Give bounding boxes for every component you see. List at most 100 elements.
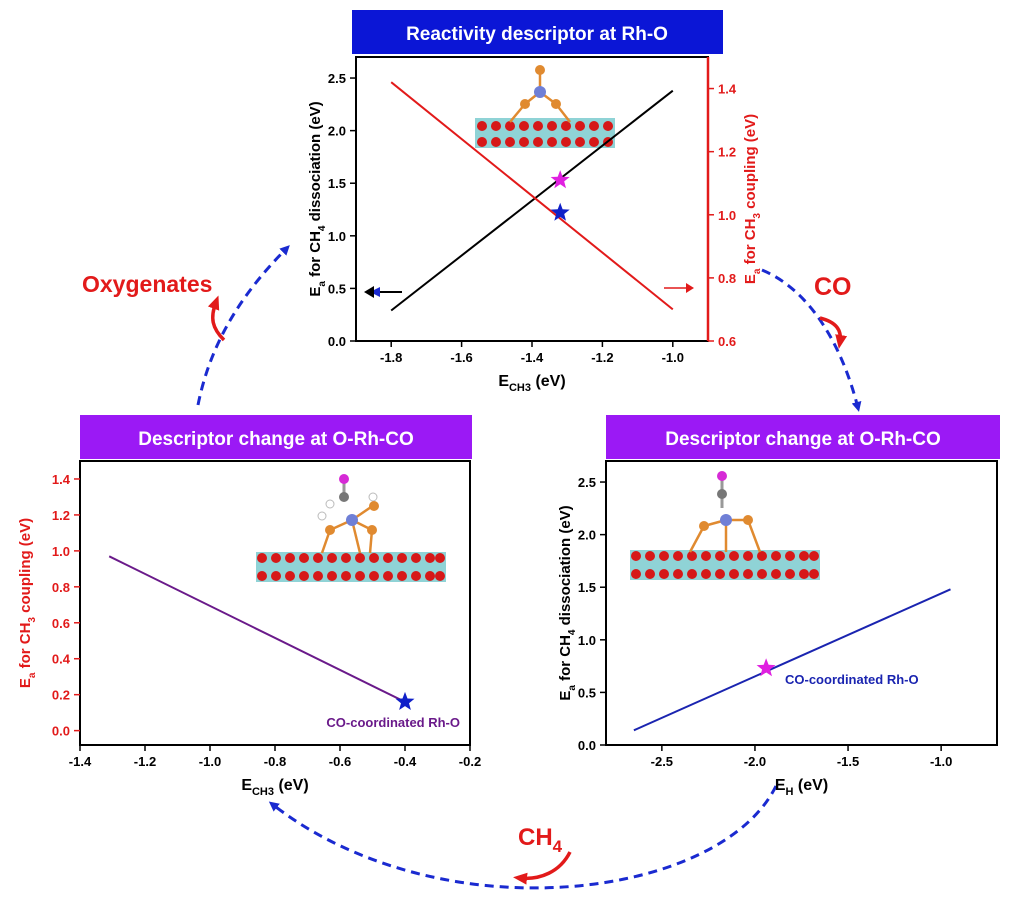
x-axis-label: EH (eV) — [775, 777, 828, 798]
surface-oxygen-atoms — [257, 553, 445, 581]
y-tick-label: 0.0 — [52, 724, 70, 739]
atom-co-c — [717, 489, 727, 499]
ch4-label-sub: 4 — [553, 837, 563, 856]
ch4-label: CH4 — [518, 824, 563, 856]
co-red-arrow — [819, 316, 848, 349]
atom-o-right — [743, 515, 753, 525]
x-tick-label: -1.2 — [134, 754, 156, 769]
atom-left — [520, 99, 530, 109]
annotation-co-coordinated: CO-coordinated Rh-O — [326, 715, 460, 730]
star-marker — [395, 691, 415, 710]
atom-h3 — [368, 492, 378, 502]
oxygenates-red-arrow — [207, 295, 226, 342]
atom-o-left — [699, 521, 709, 531]
x-tick-label: -1.8 — [380, 350, 402, 365]
rh-o-surface-structure-image — [475, 65, 615, 148]
y-tick-label: 0.5 — [578, 685, 596, 700]
series-line-left — [633, 588, 951, 732]
chart-left-title: Descriptor change at O-Rh-CO — [138, 429, 414, 450]
chart-left-title-bar — [80, 415, 472, 459]
chart-left-o-rh-co: Descriptor change at O-Rh-CO -1.4 -1.2 -1.… — [17, 415, 481, 798]
y-tick-label: 0.2 — [52, 688, 70, 703]
y-tick-label: 0.0 — [328, 334, 346, 349]
cycle-arrow-co — [761, 268, 862, 412]
y-tick-label: 0.4 — [52, 652, 71, 667]
y2-tick-label: 0.6 — [718, 334, 736, 349]
x-tick-label: -1.2 — [591, 350, 613, 365]
y-axis-label: Ea for CH3 coupling (eV) — [17, 518, 38, 688]
y2-tick-label: 1.4 — [718, 82, 737, 97]
atom-o-right2 — [367, 525, 377, 535]
o-rh-co-ch3-structure-image — [256, 474, 446, 582]
y-tick-label: 2.5 — [578, 475, 596, 490]
y-tick-label: 1.5 — [328, 176, 346, 191]
x-tick-label: -0.4 — [394, 754, 417, 769]
star-marker — [550, 170, 570, 189]
star-marker — [756, 658, 776, 677]
series-line-left — [108, 555, 406, 703]
atom-right — [551, 99, 561, 109]
x-axis-label: ECH3 (eV) — [241, 777, 308, 798]
x-tick-label: -1.4 — [69, 754, 92, 769]
chart-right-title: Descriptor change at O-Rh-CO — [665, 429, 941, 450]
star-marker — [550, 202, 570, 221]
y-tick-label: 1.0 — [328, 229, 346, 244]
atom-co-c — [339, 492, 349, 502]
y-tick-label: 1.2 — [52, 508, 70, 523]
y-tick-label: 2.0 — [328, 124, 346, 139]
x-tick-label: -0.8 — [264, 754, 286, 769]
atom-top — [535, 65, 545, 75]
chart-top-title: Reactivity descriptor at Rh-O — [406, 24, 668, 45]
y-tick-label: 0.0 — [578, 738, 596, 753]
atom-co-o — [339, 474, 349, 484]
y-axis-label: Ea for CH4 dissociation (eV) — [557, 505, 578, 700]
surface-oxygen-atoms — [477, 121, 613, 147]
chart-top-rh-o: Reactivity descriptor at Rh-O -1.8 -1.6 -1… — [307, 10, 763, 394]
x-tick-label: -1.4 — [521, 350, 544, 365]
x-tick-label: -1.0 — [662, 350, 684, 365]
left-axis-pointer-head — [364, 286, 374, 298]
ch4-label-main: CH — [518, 824, 553, 851]
y-tick-label: 1.5 — [578, 580, 596, 595]
chart-right-o-rh-co: Descriptor change at O-Rh-CO -2.5 -2.0 -1.… — [557, 415, 1000, 798]
right-axis-pointer-head — [686, 283, 694, 293]
atom-h2 — [317, 511, 327, 521]
x-tick-label: -0.2 — [459, 754, 481, 769]
y-tick-label: 1.4 — [52, 472, 71, 487]
y-tick-label: 0.5 — [328, 281, 346, 296]
o-rh-co-h-structure-image — [630, 471, 820, 580]
x-tick-label: -1.0 — [930, 754, 952, 769]
y-axis-label: Ea for CH4 dissociation (eV) — [307, 101, 328, 296]
y-tick-label: 1.0 — [52, 544, 70, 559]
surface-oxygen-atoms — [631, 551, 819, 579]
cycle-arrow-ch4 — [268, 785, 778, 890]
series-line-left — [390, 89, 674, 312]
oxygenates-label: Oxygenates — [82, 271, 212, 297]
atom-rh — [346, 514, 358, 526]
y2-tick-label: 1.2 — [718, 145, 736, 160]
y-tick-label: 1.0 — [578, 633, 596, 648]
co-label: CO — [814, 273, 852, 301]
y2-tick-label: 0.8 — [718, 271, 736, 286]
cycle-arrow-oxygenates — [196, 245, 290, 406]
ch4-red-arrow — [513, 851, 572, 885]
chart-right-title-bar — [606, 415, 1000, 459]
y2-axis-label: Ea for CH3 coupling (eV) — [742, 114, 763, 284]
x-tick-label: -1.6 — [450, 350, 472, 365]
x-tick-label: -1.0 — [199, 754, 221, 769]
x-axis-label: ECH3 (eV) — [498, 373, 565, 394]
atom-o-right — [369, 501, 379, 511]
y-tick-label: 0.6 — [52, 616, 70, 631]
annotation-co-coordinated: CO-coordinated Rh-O — [785, 672, 919, 687]
y-tick-label: 2.5 — [328, 71, 346, 86]
series-line-right — [390, 81, 674, 311]
x-tick-label: -2.5 — [651, 754, 673, 769]
y-tick-label: 2.0 — [578, 528, 596, 543]
atom-rh — [720, 514, 732, 526]
chart-top-title-bar — [352, 10, 723, 54]
x-tick-label: -1.5 — [837, 754, 859, 769]
plot-frame — [605, 460, 998, 746]
x-tick-label: -0.6 — [329, 754, 351, 769]
x-tick-label: -2.0 — [744, 754, 766, 769]
